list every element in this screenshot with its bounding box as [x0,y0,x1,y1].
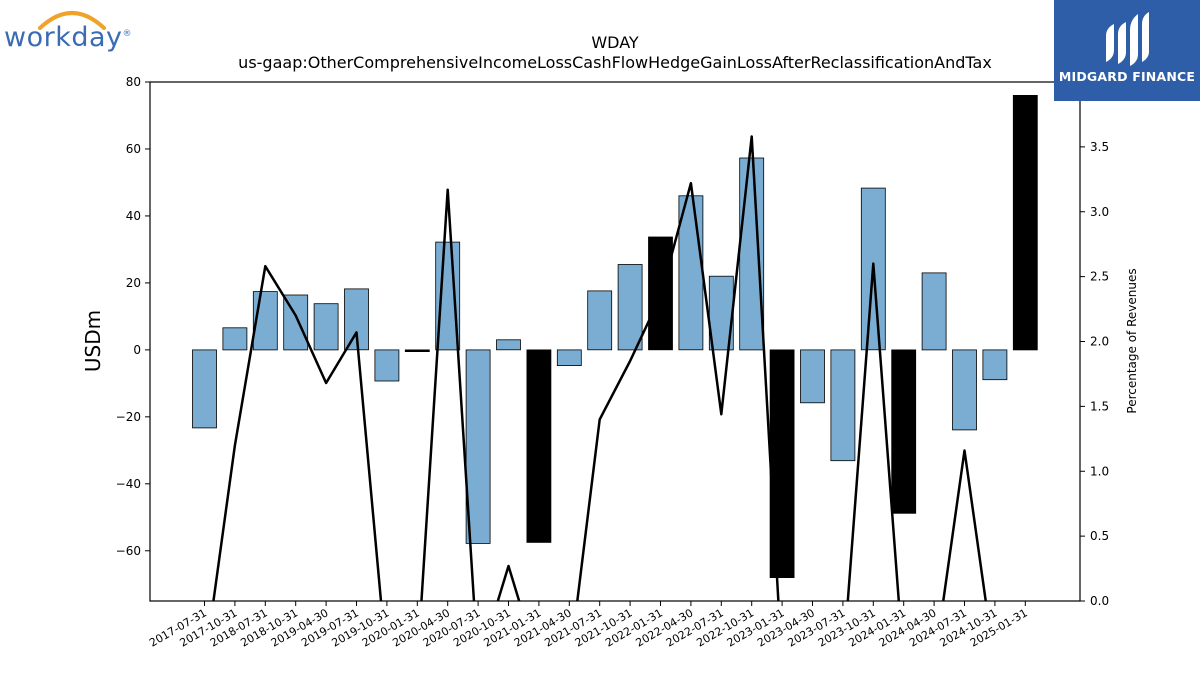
y-tick-label: −60 [116,544,141,558]
bar [769,349,795,578]
workday-wordmark: workday® [4,22,133,53]
bar [222,327,248,351]
y2-tick-label: 1.0 [1090,464,1109,478]
chart-subtitle: us-gaap:OtherComprehensiveIncomeLossCash… [238,53,992,72]
y2-axis-label: Percentage of Revenues [1125,268,1139,413]
y-tick-label: 0 [133,343,141,357]
bar [982,349,1008,381]
bar [526,349,552,543]
bar [678,195,704,351]
bar [496,339,521,351]
bar [952,349,977,431]
bar [465,349,491,544]
y2-tick-label: 0.0 [1090,594,1109,608]
y2-tick-label: 3.5 [1090,140,1109,154]
midgard-emblem-icon [1106,12,1149,66]
bar [800,349,825,404]
y2-tick-label: 0.5 [1090,529,1109,543]
bar [344,288,369,351]
y-tick-label: −20 [116,410,141,424]
workday-arc-icon [38,11,106,30]
y-tick-label: 60 [126,142,141,156]
bar [192,349,217,429]
bar [404,349,430,352]
bar [921,272,947,351]
y-tick-label: 80 [126,75,141,89]
y2-tick-label: 2.0 [1090,335,1109,349]
y-tick-label: 20 [126,276,141,290]
chart-title: WDAY [591,33,639,52]
bar [556,349,582,366]
midgard-wordmark: MIDGARD FINANCE [1058,69,1196,84]
bar [860,187,886,351]
y2-tick-label: 1.5 [1090,399,1109,413]
bar [739,157,765,351]
line-group [212,135,988,601]
bar [587,290,613,351]
bar [830,349,856,462]
midgard-finance-logo: MIDGARD FINANCE [1054,0,1200,101]
y2-tick-label: 3.0 [1090,205,1109,219]
y-axis-label: USDm [81,310,105,372]
series-line [212,135,988,601]
bar [891,349,917,514]
y2-tick-label: 2.5 [1090,270,1109,284]
bar [617,264,643,351]
bar [374,349,400,382]
y-tick-label: −40 [116,477,141,491]
bars-group [192,95,1038,578]
y-tick-label: 40 [126,209,141,223]
bar [1012,95,1038,351]
bar [313,303,339,351]
